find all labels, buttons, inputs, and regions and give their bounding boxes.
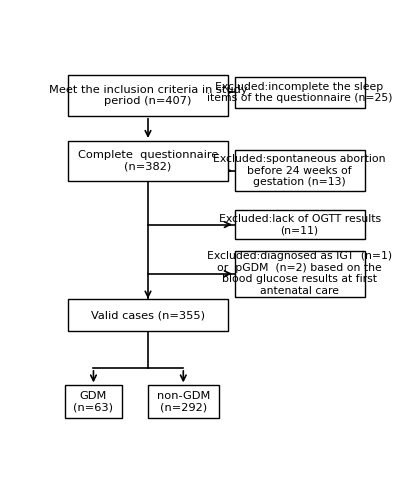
FancyBboxPatch shape	[234, 210, 364, 239]
Text: Excluded:lack of OGTT results
(n=11): Excluded:lack of OGTT results (n=11)	[218, 214, 380, 236]
Text: Excluded:incomplete the sleep
items of the questionnaire (n=25): Excluded:incomplete the sleep items of t…	[206, 82, 392, 103]
Text: Meet the inclusion criteria in study
period (n=407): Meet the inclusion criteria in study per…	[49, 85, 247, 106]
FancyBboxPatch shape	[68, 76, 228, 116]
FancyBboxPatch shape	[64, 386, 122, 418]
Text: Excluded:diagnosed as IGT  (n=1)
or  pGDM  (n=2) based on the
blood glucose resu: Excluded:diagnosed as IGT (n=1) or pGDM …	[206, 252, 391, 296]
FancyBboxPatch shape	[148, 386, 218, 418]
FancyBboxPatch shape	[68, 141, 228, 182]
Text: GDM
(n=63): GDM (n=63)	[73, 391, 113, 412]
FancyBboxPatch shape	[68, 298, 228, 332]
FancyBboxPatch shape	[234, 76, 364, 108]
Text: Complete  questionnaire
(n=382): Complete questionnaire (n=382)	[78, 150, 218, 172]
Text: non-GDM
(n=292): non-GDM (n=292)	[156, 391, 209, 412]
FancyBboxPatch shape	[234, 250, 364, 297]
Text: Excluded:spontaneous abortion
before 24 weeks of
gestation (n=13): Excluded:spontaneous abortion before 24 …	[213, 154, 385, 188]
FancyBboxPatch shape	[234, 150, 364, 191]
Text: Valid cases (n=355): Valid cases (n=355)	[91, 310, 204, 320]
